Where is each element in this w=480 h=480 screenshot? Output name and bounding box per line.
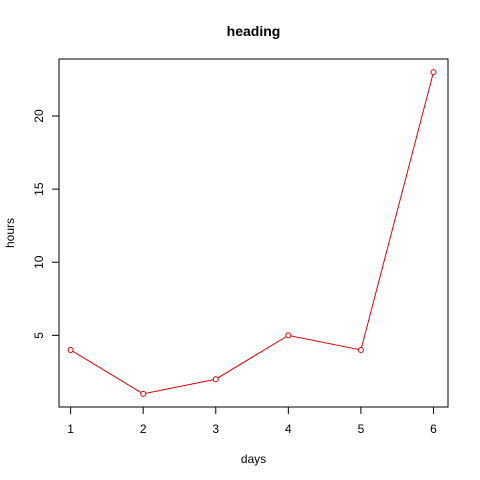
data-point [140,390,147,397]
x-tick-label: 3 [212,422,219,436]
y-axis: 5 10 15 20 [32,109,60,339]
chart-title: heading [227,23,281,39]
x-tick-label: 6 [430,422,437,436]
x-axis: 1 2 3 4 5 6 [67,406,437,436]
data-point [357,346,364,353]
x-tick-label: 1 [67,422,74,436]
x-tick-label: 5 [358,422,365,436]
x-tick-label: 4 [285,422,292,436]
data-series [67,69,437,397]
data-point [285,332,292,339]
data-point [67,346,74,353]
y-tick-label: 5 [32,332,46,339]
series-line [70,72,434,395]
x-axis-label: days [241,452,266,466]
y-tick-label: 15 [32,182,46,196]
y-axis-label: hours [3,218,17,248]
x-tick-label: 2 [140,422,147,436]
data-point [430,69,437,76]
y-tick-label: 10 [32,255,46,269]
data-point [212,376,219,383]
y-tick-label: 20 [32,109,46,123]
